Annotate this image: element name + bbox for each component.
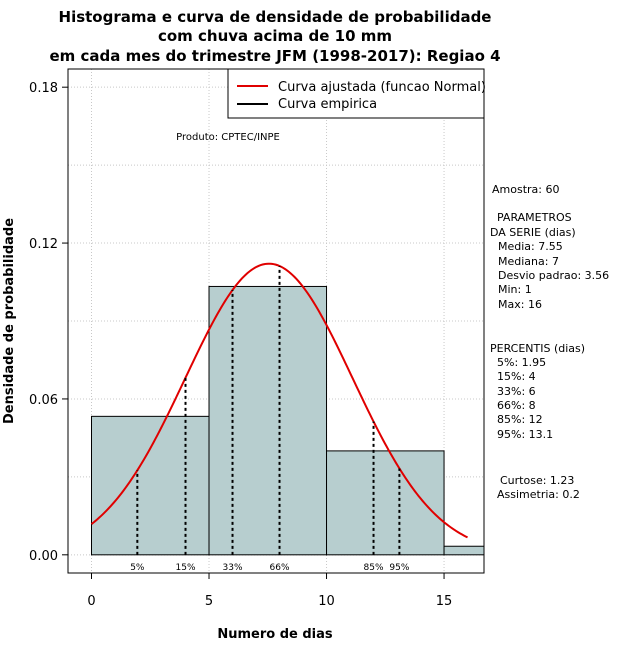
stat-p33: 33%: 6 <box>497 385 536 398</box>
stat-p5: 5%: 1.95 <box>497 356 546 369</box>
y-tick-label: 0.06 <box>29 393 58 408</box>
stat-p15: 15%: 4 <box>497 370 536 383</box>
y-tick-label: 0.18 <box>29 81 58 96</box>
stat-curtose: Curtose: 1.23 <box>500 474 574 487</box>
percentile-lines: 5% 15% 33% 66% 85% 95% <box>130 265 410 573</box>
stat-mediana: Mediana: 7 <box>498 255 559 268</box>
histogram-bar-4 <box>443 545 485 556</box>
chart-title-line-3: em cada mes do trimestre JFM (1998-2017)… <box>49 47 500 65</box>
histogram-bar-2 <box>208 285 328 556</box>
x-tick-label: 0 <box>87 594 95 609</box>
stat-desvio: Desvio padrao: 3.56 <box>498 269 609 282</box>
stat-param-title-1: PARAMETROS <box>497 211 572 224</box>
axes: 0.00 0.06 0.12 0.18 0 5 10 15 <box>29 68 485 609</box>
stat-param-title-2: DA SERIE (dias) <box>490 226 576 239</box>
stat-amostra: Amostra: 60 <box>492 183 559 196</box>
stat-max: Max: 16 <box>498 298 542 311</box>
stat-p85: 85%: 12 <box>497 413 543 426</box>
percentile-label: 95% <box>389 563 409 573</box>
stat-assimetria: Assimetria: 0.2 <box>497 488 580 501</box>
x-axis-title: Numero de dias <box>217 627 333 642</box>
histogram-bar-3 <box>326 450 445 556</box>
producer-label: Produto: CPTEC/INPE <box>176 132 280 143</box>
x-tick-label: 15 <box>436 594 453 609</box>
percentile-label: 33% <box>223 563 243 573</box>
stats-panel: Amostra: 60 PARAMETROS DA SERIE (dias) M… <box>490 183 609 501</box>
stat-perc-title: PERCENTIS (dias) <box>490 342 585 355</box>
percentile-label: 85% <box>364 563 384 573</box>
percentile-label: 15% <box>176 563 196 573</box>
stat-min: Min: 1 <box>498 283 532 296</box>
y-axis-title: Densidade de probabilidade <box>2 218 17 424</box>
histogram-bars <box>91 285 485 556</box>
legend-box <box>227 68 485 119</box>
stat-media: Media: 7.55 <box>498 240 563 253</box>
stat-p66: 66%: 8 <box>497 399 536 412</box>
legend-label-fitted: Curva ajustada (funcao Normal) <box>278 80 486 95</box>
y-tick-label: 0.12 <box>29 237 58 252</box>
percentile-label: 5% <box>130 563 145 573</box>
histogram-bar-1 <box>91 415 210 556</box>
legend: Curva ajustada (funcao Normal) Curva emp… <box>227 68 486 119</box>
chart-title-line-1: Histograma e curva de densidade de proba… <box>59 8 492 26</box>
percentile-label: 66% <box>270 563 290 573</box>
x-tick-label: 10 <box>318 594 335 609</box>
stat-p95: 95%: 13.1 <box>497 428 553 441</box>
x-tick-label: 5 <box>205 594 213 609</box>
chart-title-line-2: com chuva acima de 10 mm <box>158 27 392 45</box>
legend-label-empirical: Curva empirica <box>278 97 377 112</box>
y-tick-label: 0.00 <box>29 549 58 564</box>
